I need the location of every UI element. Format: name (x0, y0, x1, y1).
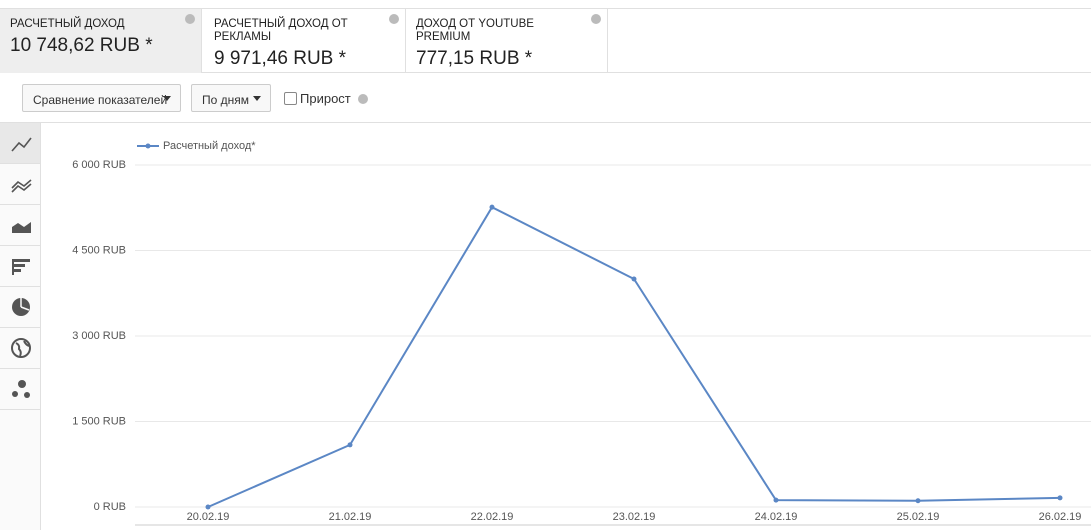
legend-dot (145, 143, 151, 149)
y-tick-label: 3 000 RUB (72, 330, 126, 342)
help-icon[interactable] (389, 14, 399, 24)
icon (11, 338, 31, 358)
x-tick-label: 23.02.19 (613, 511, 656, 523)
help-icon[interactable] (185, 14, 195, 24)
y-tick-label: 1 500 RUB (72, 415, 126, 427)
icon (12, 222, 31, 233)
metric-tab[interactable]: РАСЧЕТНЫЙ ДОХОД 10 748,62 RUB * (0, 9, 202, 73)
tab-label: РАСЧЕТНЫЙ ДОХОД (10, 18, 125, 30)
growth-checkbox[interactable] (284, 92, 297, 105)
x-tick-label: 26.02.19 (1039, 511, 1082, 523)
tab-value: 10 748,62 RUB * (10, 35, 153, 56)
data-line (207, 205, 1061, 508)
button-label: По дням (202, 93, 250, 107)
x-tick-label: 25.02.19 (897, 511, 940, 523)
data-point (915, 498, 921, 504)
data-point (773, 497, 779, 503)
legend-label: Расчетный доход* (163, 140, 256, 152)
pie-icon[interactable] (0, 287, 40, 328)
x-tick-label: 20.02.19 (187, 511, 230, 523)
button-label: Сравнение показателей (33, 93, 168, 107)
tab-value: 9 971,46 RUB * (214, 48, 347, 69)
compare-dropdown[interactable]: Сравнение показателей (22, 84, 181, 112)
icon (11, 179, 32, 193)
multi-line-icon[interactable] (0, 164, 40, 205)
metric-tabs: РАСЧЕТНЫЙ ДОХОД 10 748,62 RUB * РАСЧЕТНЫ… (0, 8, 1091, 73)
y-tick-label: 0 RUB (94, 501, 126, 513)
help-icon[interactable] (358, 94, 368, 104)
area-icon[interactable] (0, 205, 40, 246)
map-icon[interactable] (0, 328, 40, 369)
y-tick-label: 6 000 RUB (72, 159, 126, 171)
bubble-icon[interactable] (0, 369, 40, 410)
x-tick-label: 24.02.19 (755, 511, 798, 523)
data-point (631, 276, 637, 282)
tab-value: 777,15 RUB * (416, 48, 533, 69)
period-dropdown[interactable]: По дням (191, 84, 271, 112)
icon (12, 380, 30, 398)
metric-tab[interactable]: ДОХОД ОТ YOUTUBE PREMIUM 777,15 RUB * (406, 9, 608, 73)
metric-tab[interactable]: РАСЧЕТНЫЙ ДОХОД ОТ РЕКЛАМЫ 9 971,46 RUB … (204, 9, 406, 73)
help-icon[interactable] (591, 14, 601, 24)
chart-type-bar (0, 123, 41, 530)
bar-icon[interactable] (0, 246, 40, 287)
data-point (489, 204, 495, 210)
chart: 0 RUB 1 500 RUB 3 000 RUB 4 500 RUB 6 000 RU… (72, 140, 1091, 526)
tab-label: РАСЧЕТНЫЙ ДОХОД ОТ РЕКЛАМЫ (214, 18, 348, 43)
controls: Сравнение показателей По дням Прирост (0, 74, 1091, 123)
checkbox-label: Прирост (300, 91, 351, 106)
icon (11, 137, 32, 152)
x-tick-label: 22.02.19 (471, 511, 514, 523)
data-point (347, 442, 353, 448)
y-tick-label: 4 500 RUB (72, 244, 126, 256)
data-point (205, 504, 211, 510)
data-point (1057, 495, 1063, 501)
x-tick-label: 21.02.19 (329, 511, 372, 523)
icon (12, 298, 30, 316)
line-chart-icon[interactable] (0, 123, 40, 164)
icon (12, 259, 30, 275)
tab-label: ДОХОД ОТ YOUTUBE PREMIUM (416, 18, 534, 43)
